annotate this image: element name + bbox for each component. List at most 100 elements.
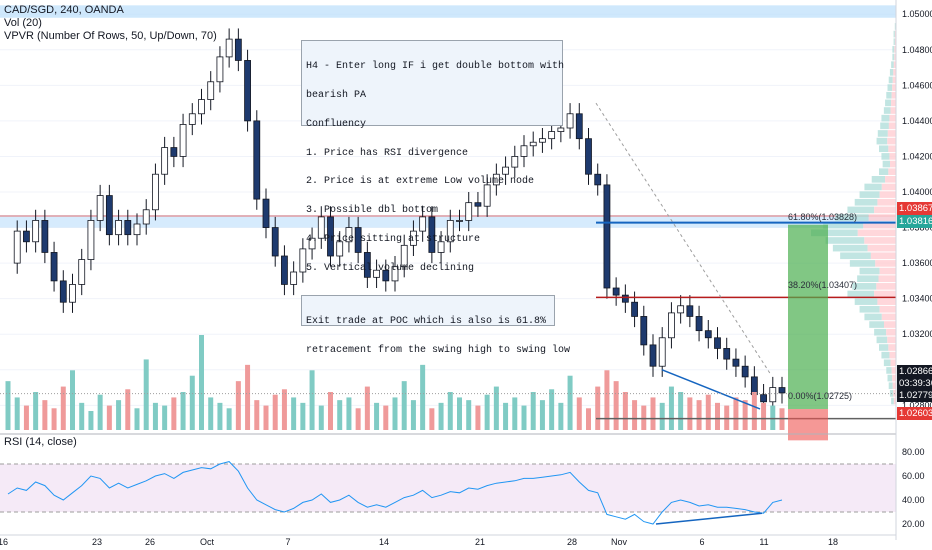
volume-bar — [143, 359, 149, 430]
volume-bar — [586, 408, 591, 430]
candle-body — [336, 241, 344, 257]
vp-row-down — [894, 30, 896, 38]
volume-bar — [152, 402, 158, 430]
entry-note-line: H4 - Enter long IF i get double bottom w… — [306, 61, 565, 73]
time-tick-label: 7 — [285, 537, 290, 547]
vp-row-down — [867, 244, 896, 252]
volume-bar — [742, 400, 748, 430]
volume-bar — [696, 400, 702, 430]
volume-bar — [595, 386, 601, 430]
volume-bar — [530, 392, 536, 430]
volume-bar — [60, 386, 66, 430]
vp-row-up — [823, 221, 864, 229]
volume-bar — [88, 411, 94, 430]
candle-body — [234, 38, 242, 61]
candle-body — [760, 394, 767, 403]
candle-body — [548, 131, 556, 140]
candle-body — [23, 230, 30, 243]
exit-note[interactable]: Exit trade at POC which is also is 61.8%… — [301, 295, 570, 355]
vp-row-down — [864, 237, 896, 244]
volume-bar — [106, 405, 112, 430]
vp-row-up — [832, 244, 868, 252]
vp-row-up — [881, 114, 890, 122]
candle-body — [520, 145, 528, 157]
time-tick-label: Nov — [611, 537, 628, 547]
vp-row-down — [887, 130, 896, 137]
candle-body — [308, 237, 316, 250]
candle-body — [621, 294, 629, 303]
vp-row-down — [894, 46, 896, 53]
price-tick-label: 1.05000 — [902, 9, 932, 19]
vp-row-down — [888, 122, 896, 130]
rsi-band — [0, 464, 896, 512]
vp-row-down — [874, 290, 896, 298]
vp-row-up — [847, 290, 875, 298]
candle-body — [557, 127, 565, 132]
time-tick-label: 26 — [145, 537, 155, 547]
vp-row-down — [876, 283, 896, 290]
time-tick-label: 14 — [379, 537, 389, 547]
volume-bar — [715, 402, 720, 430]
vp-row-up — [859, 267, 880, 275]
vp-row-up — [889, 68, 894, 76]
vp-row-down — [893, 68, 896, 76]
volume-bar — [751, 392, 757, 430]
volume-bar — [493, 386, 499, 430]
volume-bar — [189, 375, 195, 430]
candle-body — [354, 227, 362, 253]
candle-body — [474, 202, 482, 207]
vp-row-up — [847, 206, 875, 214]
candle-body — [649, 344, 657, 367]
vp-row-up — [894, 23, 896, 30]
volume-bar — [622, 392, 628, 430]
volume-bar — [761, 402, 767, 430]
volume-bar — [604, 370, 610, 430]
candle-body — [345, 227, 353, 243]
candle-body — [59, 280, 67, 303]
candle-body — [317, 216, 325, 239]
vp-row-up — [885, 99, 892, 107]
time-tick-label: 6 — [699, 537, 704, 547]
resistance-zone — [0, 5, 896, 18]
volume-bar — [125, 389, 131, 430]
exit-note-line: retracement from the swing high to swing… — [306, 344, 571, 356]
candle-body — [262, 198, 270, 228]
volume-bar — [558, 402, 564, 430]
vp-row-down — [891, 91, 896, 99]
price-tick-label: 1.04200 — [902, 151, 932, 161]
volume-bar — [447, 392, 453, 430]
candle-body — [271, 227, 279, 257]
vp-row-down — [888, 344, 896, 351]
candle-body — [769, 387, 777, 403]
rsi-legend[interactable]: RSI (14, close) — [4, 436, 77, 448]
vp-row-down — [887, 336, 896, 344]
vp-row-down — [886, 328, 896, 336]
volume-bar — [42, 400, 48, 430]
time-tick-label: 21 — [475, 537, 485, 547]
volume-bar — [79, 402, 85, 430]
candle-body — [446, 220, 454, 243]
vp-row-down — [885, 176, 896, 183]
candle-body — [723, 348, 731, 360]
vp-row-up — [879, 168, 889, 175]
candle-body — [465, 202, 473, 221]
volume-bar — [724, 405, 730, 430]
vp-row-down — [892, 382, 896, 390]
vp-row-down — [878, 275, 896, 283]
symbol-legend[interactable]: CAD/SGD, 240, OANDA — [4, 4, 124, 16]
vp-row-down — [888, 145, 896, 153]
volume-bar — [171, 397, 177, 430]
volume-bar — [208, 397, 214, 430]
candle-body — [327, 216, 334, 257]
volume-bar — [733, 397, 739, 430]
vp-row-up — [859, 191, 880, 198]
volume-legend[interactable]: Vol (20) — [4, 17, 42, 29]
candle-body — [244, 60, 251, 122]
volume-bar — [245, 364, 251, 430]
candle-body — [603, 184, 611, 289]
entry-note[interactable]: H4 - Enter long IF i get double bottom w… — [301, 40, 565, 273]
volume-bar — [641, 405, 647, 430]
vp-row-up — [857, 275, 879, 283]
vpvr-legend[interactable]: VPVR (Number Of Rows, 50, Up/Down, 70) — [4, 30, 217, 42]
